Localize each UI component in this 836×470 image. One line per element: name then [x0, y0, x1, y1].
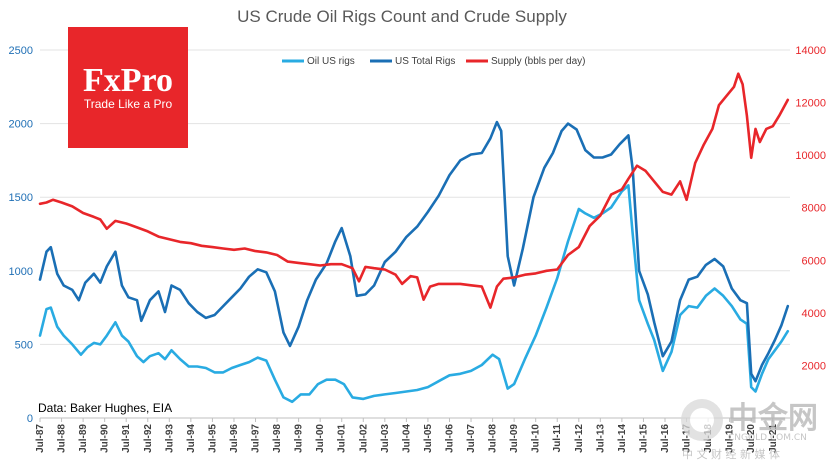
- x-tick-label: Jul-99: [294, 424, 305, 453]
- x-tick-label: Jul-97: [251, 424, 262, 453]
- watermark-subtitle: 中 文 财 经 新 媒 体: [682, 447, 780, 461]
- left-tick-label: 0: [27, 413, 33, 425]
- x-tick-label: Jul-93: [164, 424, 175, 453]
- legend-total-rigs: US Total Rigs: [395, 56, 455, 67]
- x-tick-label: Jul-90: [100, 424, 111, 453]
- x-tick-label: Jul-13: [595, 424, 606, 453]
- right-tick-label: 8000: [802, 203, 826, 215]
- left-tick-label: 1500: [9, 192, 33, 204]
- x-tick-label: Jul-94: [186, 424, 197, 453]
- x-tick-label: Jul-06: [444, 424, 455, 453]
- watermark-url: CNGOLD.COM.CN: [728, 433, 807, 443]
- legend: Oil US rigs US Total Rigs Supply (bbls p…: [282, 56, 586, 67]
- x-tick-label: Jul-16: [660, 424, 671, 453]
- x-tick-label: Jul-95: [207, 424, 218, 453]
- x-tick-label: Jul-03: [380, 424, 391, 453]
- x-tick-label: Jul-08: [488, 424, 499, 453]
- right-tick-label: 10000: [795, 150, 826, 162]
- logo-wordmark: FxPro: [83, 62, 173, 99]
- logo-tagline: Trade Like a Pro: [84, 97, 173, 111]
- x-tick-label: Jul-96: [229, 424, 240, 453]
- left-tick-label: 500: [15, 339, 33, 351]
- x-tick-label: Jul-89: [78, 424, 89, 453]
- x-tick-label: Jul-17: [682, 424, 693, 453]
- left-axis-ticks: 0 500 1000 1500 2000 2500: [9, 45, 33, 425]
- left-tick-label: 2000: [9, 119, 33, 131]
- x-tick-label: Jul-10: [531, 424, 542, 453]
- x-tick-label: Jul-09: [509, 424, 520, 453]
- x-tick-label: Jul-14: [617, 424, 628, 453]
- fxpro-logo: FxPro Trade Like a Pro: [68, 27, 188, 148]
- cngold-watermark: 中金网 CNGOLD.COM.CN 中 文 财 经 新 媒 体: [681, 399, 818, 461]
- x-tick-label: Jul-98: [272, 424, 283, 453]
- left-tick-label: 1000: [9, 266, 33, 278]
- us-total-rigs-line: [38, 120, 790, 383]
- watermark-emblem-inner: [690, 408, 714, 432]
- x-tick-label: Jul-21: [768, 424, 779, 453]
- x-tick-label: Jul-91: [121, 424, 132, 453]
- right-tick-label: 2000: [802, 360, 826, 372]
- x-tick-label: Jul-19: [725, 424, 736, 453]
- right-tick-label: 6000: [802, 255, 826, 267]
- supply-line: [38, 72, 790, 309]
- x-tick-label: Jul-20: [746, 424, 757, 453]
- x-tick-label: Jul-15: [638, 424, 649, 453]
- right-tick-label: 4000: [802, 308, 826, 320]
- right-tick-label: 14000: [795, 45, 826, 57]
- x-tick-label: Jul-01: [337, 424, 348, 453]
- x-tick-label: Jul-04: [401, 424, 412, 453]
- x-tick-label: Jul-02: [358, 424, 369, 453]
- x-tick-label: Jul-07: [466, 424, 477, 453]
- chart-title: US Crude Oil Rigs Count and Crude Supply: [237, 7, 567, 26]
- oil-us-rigs-line: [38, 184, 790, 404]
- series-lines: [38, 72, 790, 404]
- left-tick-label: 2500: [9, 45, 33, 57]
- right-tick-label: 12000: [795, 98, 826, 110]
- legend-oil-rigs: Oil US rigs: [307, 56, 355, 67]
- x-tick-label: Jul-12: [574, 424, 585, 453]
- x-axis-ticks: Jul-87 Jul-88 Jul-89 Jul-90 Jul-91 Jul-92 Jul-…: [35, 418, 779, 453]
- x-tick-label: Jul-00: [315, 424, 326, 453]
- watermark-title: 中金网: [728, 401, 818, 436]
- right-axis-ticks: 2000 4000 6000 8000 10000 12000 14000: [795, 45, 826, 372]
- x-tick-label: Jul-88: [57, 424, 68, 453]
- logo-background: [68, 27, 188, 148]
- x-tick-label: Jul-11: [552, 424, 563, 453]
- x-tick-label: Jul-05: [423, 424, 434, 453]
- legend-supply: Supply (bbls per day): [491, 56, 586, 67]
- data-source-note: Data: Baker Hughes, EIA: [38, 401, 172, 415]
- x-tick-label: Jul-92: [143, 424, 154, 453]
- x-tick-label: Jul-87: [35, 424, 46, 453]
